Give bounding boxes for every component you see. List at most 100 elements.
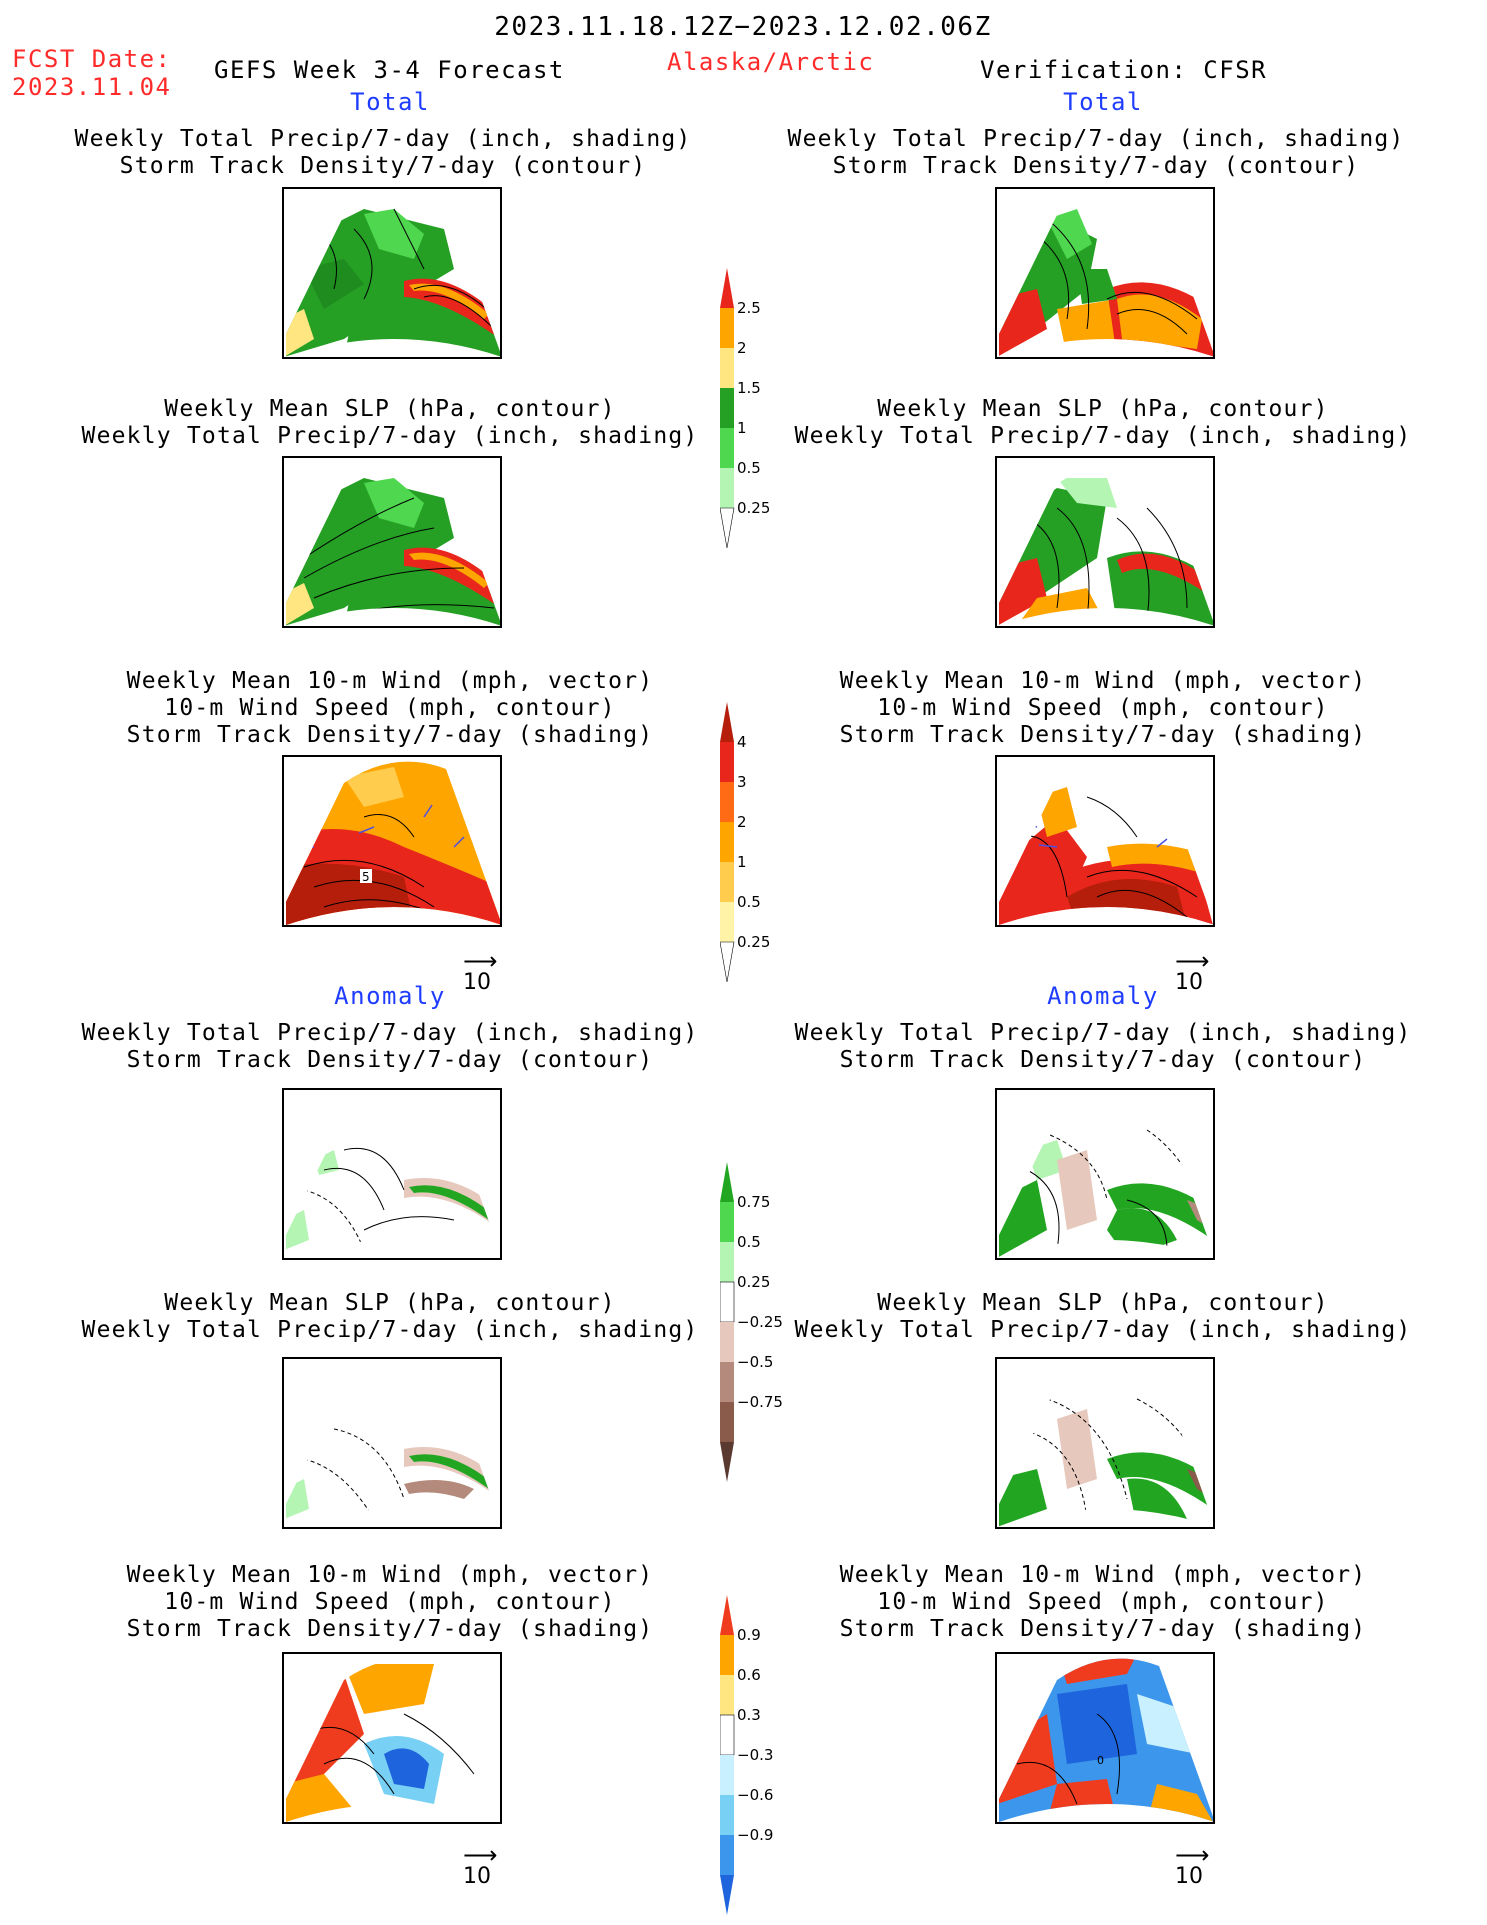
title-line: Storm Track Density/7-day (shading) [126,1616,654,1642]
colorbar-swatch [720,1362,734,1402]
colorbar-tick-label: 0.25 [737,499,771,517]
colorbar-swatch [720,1795,734,1835]
title-line: 10-m Wind Speed (mph, contour) [164,695,616,721]
map-fcst-slp-anom [282,1357,502,1529]
vector-reference-cfsr-anom: ⟶ 10 [1175,1841,1210,1889]
colorbar-swatch [720,1675,734,1715]
map-fcst-wind-total: 5 [282,755,502,927]
colorbar-tick-label: 0.5 [737,1233,761,1251]
vector-reference-label: 10 [463,1864,491,1889]
title-line: Weekly Mean SLP (hPa, contour) [877,1290,1329,1316]
colorbar-tick-label: 1 [737,419,747,437]
colorbar-tick-label: 1.5 [737,379,761,397]
arrow-right-icon: ⟶ [463,947,498,975]
colorbar-swatch [720,1595,734,1635]
panel-title-fcst-slp-total: Weekly Mean SLP (hPa, contour) Weekly To… [82,396,699,450]
colorbar-tick-label: 2 [737,813,747,831]
colorbar-tick-label: 0.6 [737,1666,761,1684]
section-anomaly-left: Anomaly [334,982,446,1010]
colorbar-tick-label: 4 [737,733,747,751]
colorbar-swatch [720,782,734,822]
title-line: Storm Track Density/7-day (shading) [839,722,1367,748]
vector-reference-label: 10 [1175,1864,1203,1889]
map-cfsr-precip-anom [995,1088,1215,1260]
date-range-title: 2023.11.18.12Z−2023.12.02.06Z [494,12,992,42]
title-line: Weekly Mean SLP (hPa, contour) [164,1290,616,1316]
colorbar-swatch [720,428,734,468]
colorbar-tick-label: 0.25 [737,1273,771,1291]
colorbar-tick-label: 0.9 [737,1626,761,1644]
colorbar-swatch [720,507,735,549]
fcst-date-label: FCST Date: [12,45,172,73]
section-anomaly-right: Anomaly [1047,982,1159,1010]
colorbar-swatch [720,1281,735,1323]
contour-label: -0.3 [354,1242,374,1253]
title-line: Weekly Mean 10-m Wind (mph, vector) [839,1562,1367,1588]
title-line: Storm Track Density/7-day (shading) [126,722,654,748]
colorbar-tick-label: 2 [737,339,747,357]
title-line: Weekly Total Precip/7-day (inch, shading… [794,1317,1412,1343]
title-line: Weekly Mean 10-m Wind (mph, vector) [126,668,654,694]
colorbar-tick-label: −0.9 [737,1826,774,1844]
colorbar-swatch [720,1162,734,1202]
colorbar-tick-label: 3 [737,773,747,791]
colorbar-swatch [720,1202,734,1242]
panel-title-fcst-precip-total: Weekly Total Precip/7-day (inch, shading… [75,126,692,180]
panel-title-cfsr-wind-total: Weekly Mean 10-m Wind (mph, vector) 10-m… [840,668,1367,749]
title-line: Storm Track Density/7-day (shading) [839,1616,1367,1642]
colorbar-tick-label: −0.75 [737,1393,783,1411]
colorbar-swatch [720,468,734,508]
colorbar-swatch [720,1442,734,1482]
title-line: Weekly Total Precip/7-day (inch, shading… [787,126,1405,152]
colorbar-tick-label: −0.6 [737,1786,774,1804]
colorbar-swatch [720,1835,734,1875]
title-line: Storm Track Density/7-day (contour) [126,1047,654,1073]
colorbar-swatch [720,902,734,942]
map-cfsr-wind-anom: 0 [995,1652,1215,1824]
colorbar-swatch [720,1322,734,1362]
panel-title-fcst-wind-total: Weekly Mean 10-m Wind (mph, vector) 10-m… [127,668,654,749]
section-total-right: Total [1063,88,1143,116]
colorbar-swatch [720,388,734,428]
contour-label: 0 [1097,1754,1104,1767]
map-fcst-precip-total [282,187,502,359]
colorbar-tick-label: −0.25 [737,1313,783,1331]
colorbar-tick-label: −0.5 [737,1353,774,1371]
map-fcst-precip-anom: -0.3 [282,1088,502,1260]
title-line: Weekly Mean SLP (hPa, contour) [164,396,616,422]
colorbar-swatch [720,862,734,902]
panel-title-fcst-wind-anom: Weekly Mean 10-m Wind (mph, vector) 10-m… [127,1562,654,1643]
vector-reference-label: 10 [1175,970,1203,995]
title-line: Weekly Total Precip/7-day (inch, shading… [81,1317,699,1343]
map-cfsr-precip-total [995,187,1215,359]
title-line: Weekly Total Precip/7-day (inch, shading… [794,1020,1412,1046]
section-total-left: Total [350,88,430,116]
vector-reference-fcst-total: ⟶ 10 [463,947,498,995]
fcst-date-value: 2023.11.04 [12,73,172,101]
colorbar-tick-label: 2.5 [737,299,761,317]
title-line: Weekly Mean 10-m Wind (mph, vector) [126,1562,654,1588]
colorbar-swatch [720,1402,734,1442]
colorbar-tick-label: 0.75 [737,1193,771,1211]
colorbar-tick-label: 0.25 [737,933,771,951]
title-line: Weekly Total Precip/7-day (inch, shading… [81,1020,699,1046]
map-fcst-slp-total [282,456,502,628]
arrow-right-icon: ⟶ [1175,947,1210,975]
colorbar-swatch [720,1635,734,1675]
colorbar-graphic [720,1162,735,1482]
colorbar-swatch [720,702,734,742]
panel-title-fcst-slp-anom: Weekly Mean SLP (hPa, contour) Weekly To… [82,1290,699,1344]
title-line: Weekly Total Precip/7-day (inch, shading… [794,423,1412,449]
title-line: 10-m Wind Speed (mph, contour) [877,695,1329,721]
panel-title-cfsr-precip-total: Weekly Total Precip/7-day (inch, shading… [788,126,1405,180]
colorbar-tick-label: 0.3 [737,1706,761,1724]
vector-reference-cfsr-total: ⟶ 10 [1175,947,1210,995]
panel-title-cfsr-slp-anom: Weekly Mean SLP (hPa, contour) Weekly To… [795,1290,1412,1344]
arrow-right-icon: ⟶ [1175,1841,1210,1869]
title-line: 10-m Wind Speed (mph, contour) [877,1589,1329,1615]
panel-title-cfsr-wind-anom: Weekly Mean 10-m Wind (mph, vector) 10-m… [840,1562,1367,1643]
map-cfsr-slp-anom [995,1357,1215,1529]
colorbar-swatch [720,1755,734,1795]
arrow-right-icon: ⟶ [463,1841,498,1869]
colorbar-swatch [720,308,734,348]
